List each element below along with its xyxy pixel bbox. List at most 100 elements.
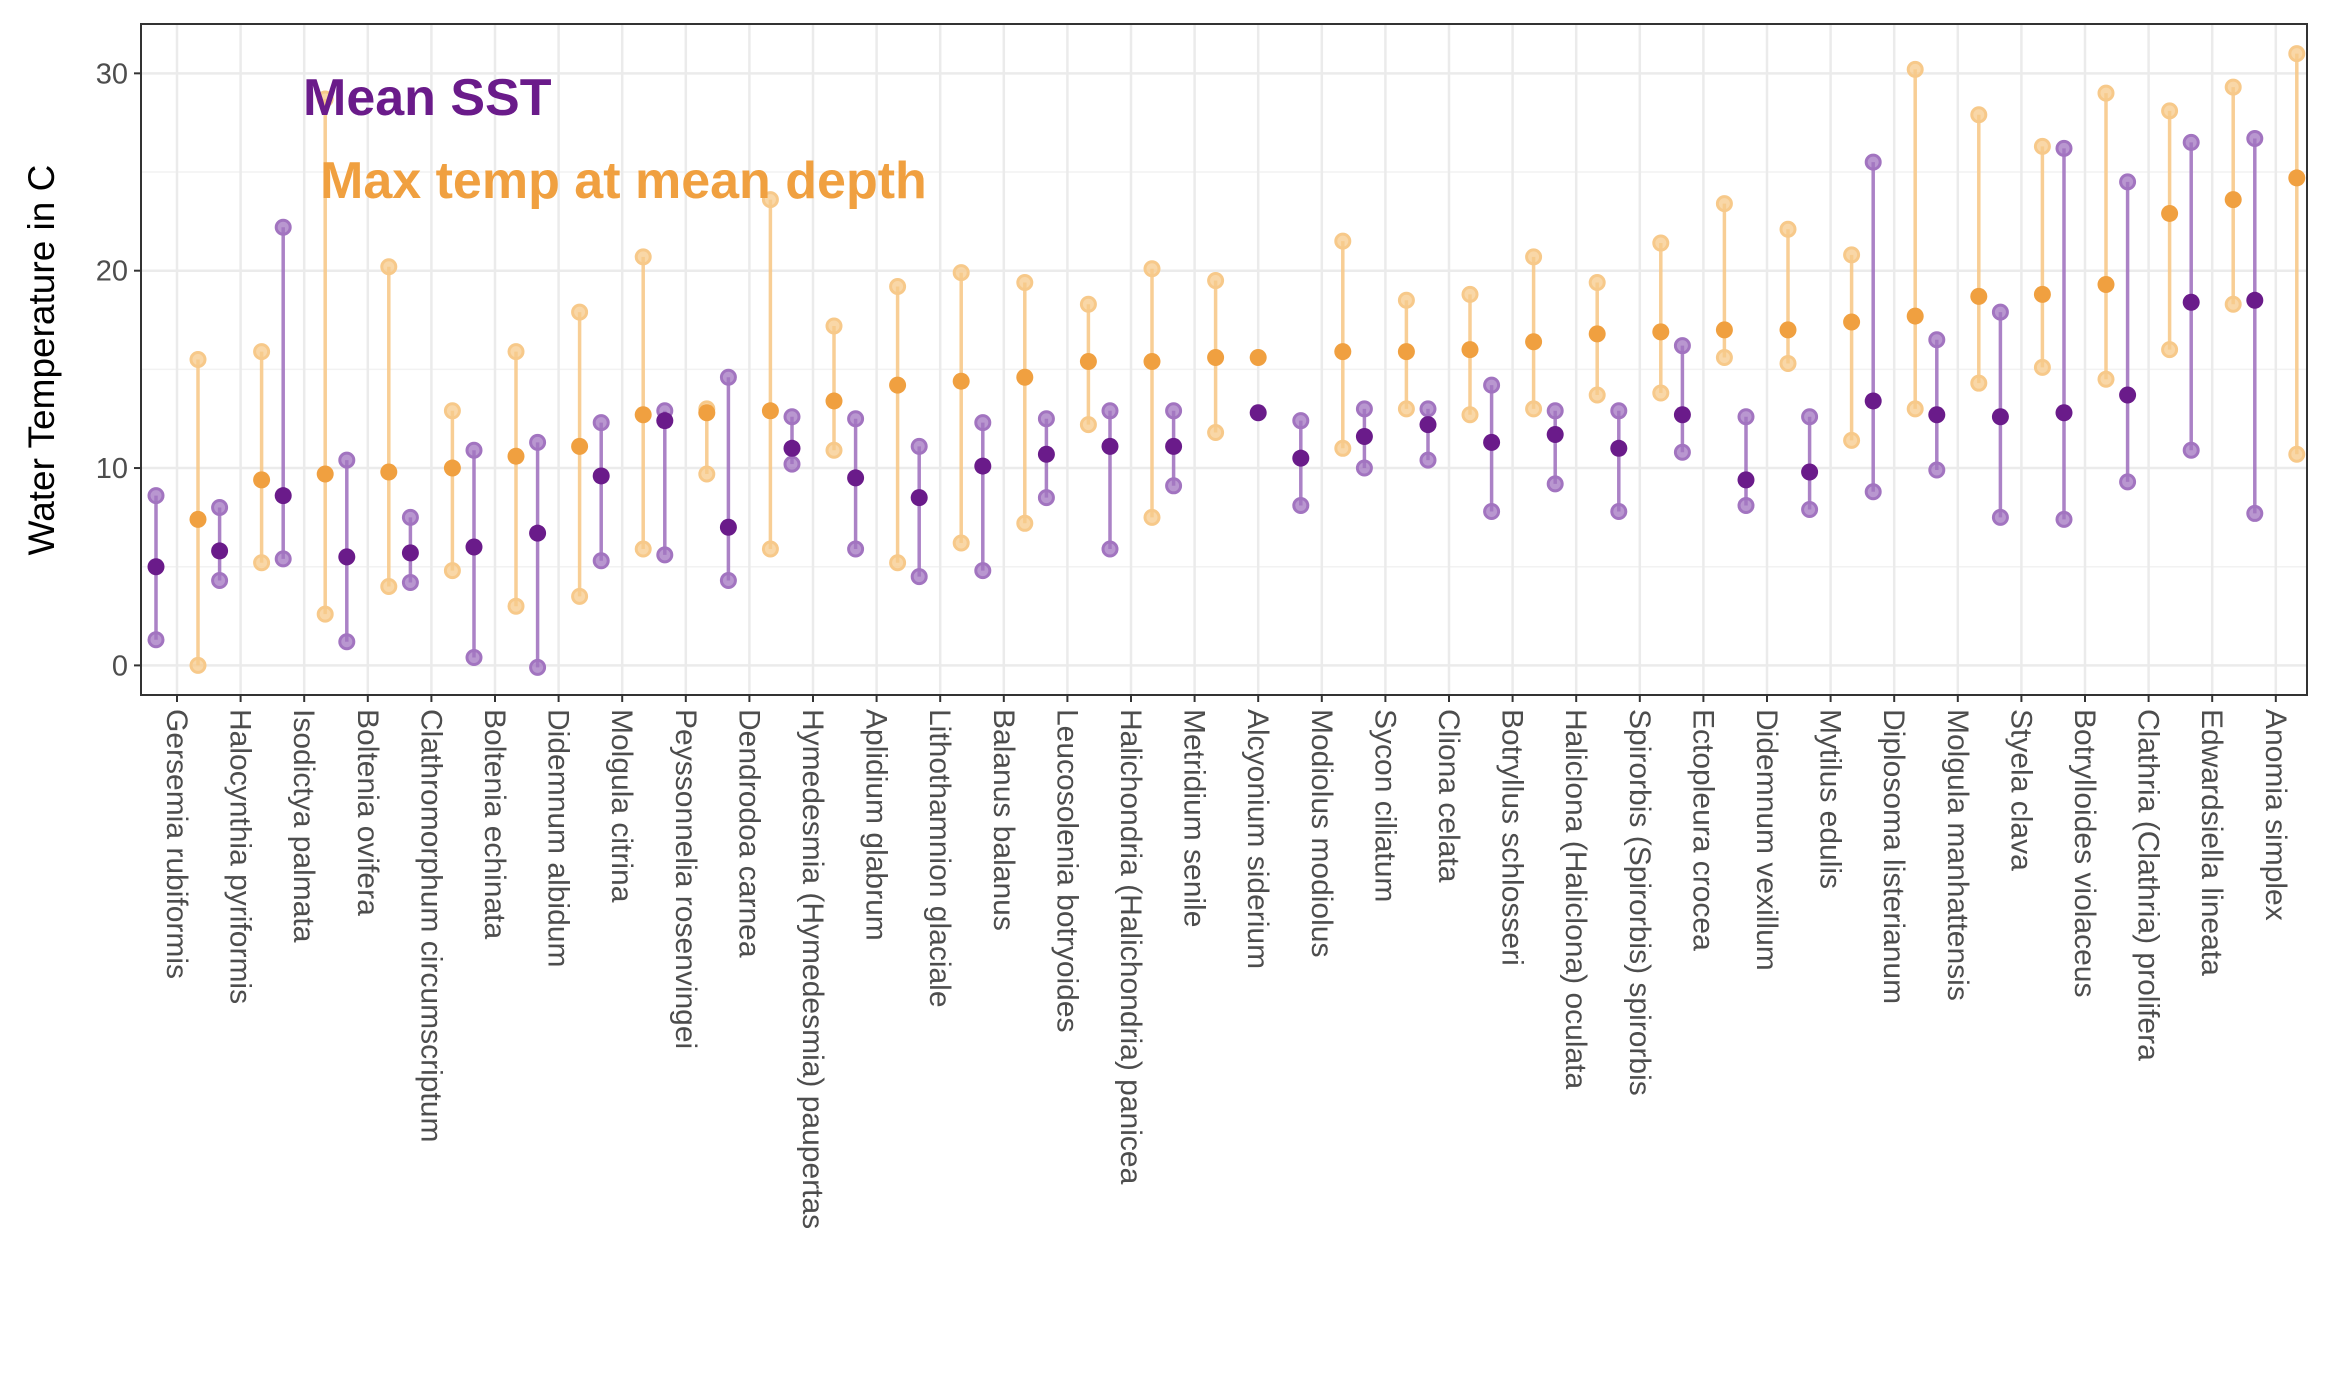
max-temp-mean-point: [1588, 325, 1606, 343]
sst-min-point: [656, 546, 674, 564]
sst-min-point: [147, 631, 165, 649]
max-temp-min-point: [380, 577, 398, 595]
x-tick-label: Haliclona (Haliclona) oculata: [1559, 709, 1592, 1090]
sst-max-point: [2182, 133, 2200, 151]
max-temp-min-point: [443, 562, 461, 580]
sst-max-point: [910, 437, 928, 455]
sst-mean-point: [401, 544, 419, 562]
sst-mean-point: [1249, 404, 1267, 422]
max-temp-min-point: [1079, 416, 1097, 434]
sst-min-point: [1610, 502, 1628, 520]
max-temp-mean-point: [507, 447, 525, 465]
sst-min-point: [211, 572, 229, 590]
x-tick-label: Spirorbis (Spirorbis) spirorbis: [1623, 709, 1656, 1096]
max-temp-mean-point: [2033, 285, 2051, 303]
max-temp-max-point: [189, 351, 207, 368]
max-temp-max-point: [761, 191, 779, 209]
sst-mean-point: [783, 439, 801, 457]
max-temp-max-point: [2288, 45, 2306, 63]
x-tick-label: Molgula citrina: [605, 709, 638, 903]
sst-min-point: [1419, 451, 1437, 469]
x-tick-label: Didemnum albidum: [542, 709, 575, 967]
max-temp-min-point: [2224, 295, 2242, 313]
sst-mean-point: [1928, 406, 1946, 424]
sst-min-point: [783, 455, 801, 473]
sst-mean-point: [529, 524, 547, 542]
max-temp-min-point: [1334, 439, 1352, 457]
max-temp-mean-point: [2224, 191, 2242, 209]
sst-min-point: [2055, 510, 2073, 528]
sst-min-point: [847, 540, 865, 558]
sst-mean-point: [1801, 463, 1819, 481]
sst-max-point: [2246, 129, 2264, 147]
sst-mean-point: [2182, 293, 2200, 311]
max-temp-min-point: [698, 465, 716, 483]
sst-mean-point: [1737, 471, 1755, 489]
sst-max-point: [338, 451, 356, 469]
grid-lines: [141, 24, 2307, 695]
sst-max-point: [1673, 337, 1691, 355]
sst-min-point: [1673, 443, 1691, 461]
max-temp-min-point: [1397, 400, 1415, 418]
max-temp-min-point: [1461, 406, 1479, 424]
sst-max-point: [1546, 402, 1564, 420]
max-temp-mean-point: [1016, 368, 1034, 386]
max-temp-max-point: [380, 258, 398, 276]
sst-max-point: [719, 368, 737, 386]
y-axis-title: Water Temperature in C: [21, 165, 62, 556]
sst-mean-point: [974, 457, 992, 475]
max-temp-max-point: [1079, 295, 1097, 313]
max-temp-mean-point: [189, 510, 207, 528]
max-temp-mean-point: [2161, 204, 2179, 222]
max-temp-mean-point: [761, 402, 779, 420]
max-temp-max-point: [634, 248, 652, 266]
max-temp-min-point: [571, 587, 589, 605]
max-temp-mean-point: [2288, 169, 2306, 187]
sst-mean-point: [1101, 437, 1119, 455]
sst-min-point: [1546, 475, 1564, 493]
sst-max-point: [1610, 402, 1628, 420]
x-tick-label: Diplosoma listerianum: [1877, 709, 1910, 1004]
sst-mean-point: [847, 469, 865, 487]
sst-mean-point: [1610, 439, 1628, 457]
max-temp-min-point: [2033, 358, 2051, 376]
sst-max-point: [1037, 410, 1055, 428]
max-temp-mean-point: [1334, 343, 1352, 361]
max-temp-min-point: [253, 554, 271, 572]
x-tick-label: Edwardsiella lineata: [2195, 709, 2228, 976]
max-temp-max-point: [507, 343, 525, 361]
max-temp-max-point: [1016, 274, 1034, 292]
sst-min-point: [1483, 502, 1501, 520]
sst-mean-point: [1355, 427, 1373, 445]
x-tick-label: Ectopleura crocea: [1686, 709, 1719, 951]
x-tick-label: Isodictya palmata: [287, 709, 320, 943]
max-temp-max-point: [1334, 232, 1352, 250]
x-tick-label: Mytilus edulis: [1814, 709, 1847, 889]
max-temp-mean-point: [571, 437, 589, 455]
sst-max-point: [401, 508, 419, 526]
x-tick-label: Clathria (Clathria) prolifera: [2132, 709, 2165, 1061]
max-temp-max-point: [2033, 137, 2051, 155]
max-temp-min-point: [825, 441, 843, 459]
sst-mean-point: [1419, 416, 1437, 434]
sst-mean-point: [1483, 433, 1501, 451]
sst-mean-point: [1991, 408, 2009, 426]
max-temp-min-point: [889, 554, 907, 572]
max-temp-min-point: [1779, 354, 1797, 372]
sst-min-point: [529, 658, 547, 676]
x-tick-label: Boltenia echinata: [478, 709, 511, 939]
max-temp-mean-point: [1249, 349, 1267, 367]
max-temp-max-point: [2097, 84, 2115, 102]
max-temp-max-point: [1143, 260, 1161, 278]
y-tick-label: 30: [96, 58, 128, 90]
max-temp-max-point: [952, 264, 970, 282]
sst-max-point: [274, 218, 292, 236]
sst-max-point: [147, 487, 165, 505]
max-temp-min-point: [1143, 508, 1161, 526]
max-temp-max-point: [825, 317, 843, 335]
max-temp-max-point: [1652, 234, 1670, 252]
x-tick-label: Didemnum vexillum: [1750, 709, 1783, 971]
x-tick-label: Metridium senile: [1178, 709, 1211, 927]
sst-max-point: [1737, 408, 1755, 426]
